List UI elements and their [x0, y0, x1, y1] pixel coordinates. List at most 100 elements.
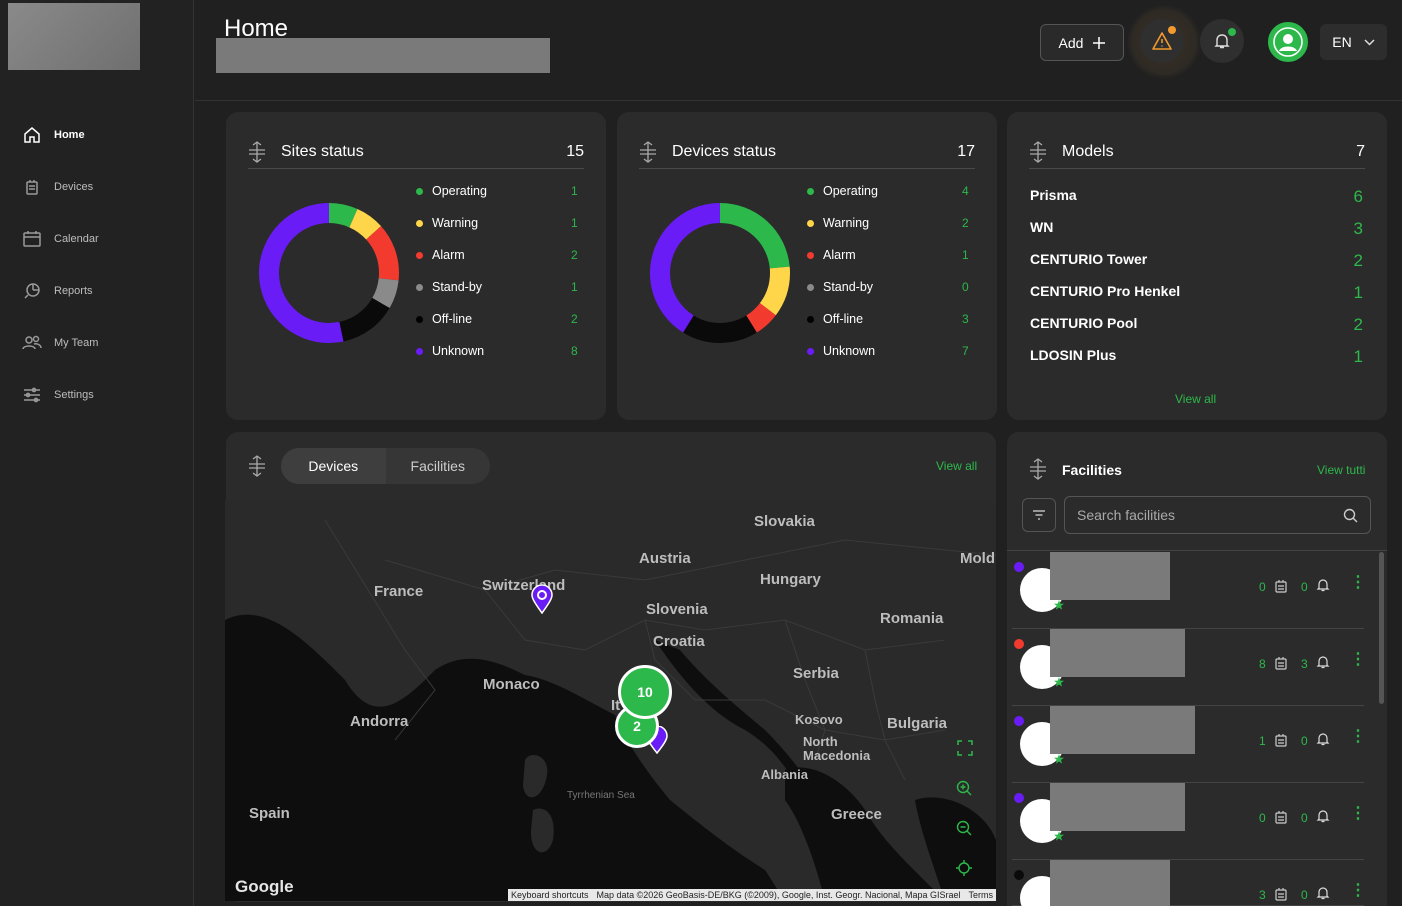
- bell-icon: [1316, 733, 1330, 746]
- map-land: [225, 500, 996, 901]
- sidebar-item-my-team[interactable]: My Team: [22, 330, 98, 356]
- device-icon: [1275, 888, 1287, 901]
- facility-row[interactable]: 1 0 ⋮: [1012, 706, 1366, 783]
- legend-value: 0: [962, 280, 969, 294]
- warning-button[interactable]: [1140, 19, 1184, 63]
- model-row[interactable]: CENTURIO Pool 2: [1030, 315, 1363, 335]
- legend-item-unknown[interactable]: Unknown 7: [807, 344, 969, 358]
- legend-item-unknown[interactable]: Unknown 8: [416, 344, 578, 358]
- star-icon[interactable]: [1054, 831, 1064, 841]
- legend-item-operating[interactable]: Operating 1: [416, 184, 578, 198]
- donut-slice-unknown[interactable]: [650, 203, 790, 343]
- sidebar-item-calendar[interactable]: Calendar: [22, 226, 99, 252]
- map-pin-icon[interactable]: [530, 584, 554, 614]
- legend-item-warning[interactable]: Warning 1: [416, 216, 578, 230]
- search-icon[interactable]: [1343, 508, 1358, 523]
- warning-icon: [1152, 32, 1172, 50]
- sidebar-item-reports[interactable]: Reports: [22, 278, 93, 304]
- device-icon: [1275, 580, 1287, 593]
- more-options-icon[interactable]: ⋮: [1350, 728, 1366, 745]
- search-input[interactable]: Search facilities: [1064, 496, 1371, 534]
- map-view[interactable]: Slovakia Austria Hungary Mold France Swi…: [225, 500, 996, 901]
- more-options-icon[interactable]: ⋮: [1350, 574, 1366, 591]
- model-row[interactable]: CENTURIO Tower 2: [1030, 251, 1363, 271]
- tab-devices[interactable]: Devices: [281, 448, 386, 484]
- donut-slice-offline[interactable]: [650, 203, 790, 343]
- facility-row[interactable]: 8 3 ⋮: [1012, 629, 1366, 706]
- company-logo[interactable]: [8, 3, 140, 70]
- zoom-out-icon[interactable]: [956, 820, 972, 836]
- legend-value: 4: [962, 184, 969, 198]
- facility-row[interactable]: 0 0 ⋮: [1012, 552, 1366, 629]
- legend-item-offline[interactable]: Off-line 2: [416, 312, 578, 326]
- more-options-icon[interactable]: ⋮: [1350, 805, 1366, 822]
- drag-handle-icon[interactable]: [248, 141, 266, 163]
- scrollbar[interactable]: [1379, 552, 1384, 704]
- legend-item-operating[interactable]: Operating 4: [807, 184, 969, 198]
- map-view-all-link[interactable]: View all: [936, 459, 978, 473]
- facilities-view-all-link[interactable]: View tutti: [1317, 463, 1366, 477]
- map-label: It: [611, 697, 621, 714]
- language-select[interactable]: EN: [1320, 24, 1387, 60]
- legend-item-offline[interactable]: Off-line 3: [807, 312, 969, 326]
- model-count: 2: [1353, 251, 1363, 270]
- avatar[interactable]: [1268, 22, 1308, 62]
- add-button[interactable]: Add: [1040, 24, 1124, 61]
- filter-button[interactable]: [1022, 498, 1056, 532]
- more-options-icon[interactable]: ⋮: [1350, 882, 1366, 899]
- tab-facilities[interactable]: Facilities: [410, 458, 465, 474]
- sidebar-item-home[interactable]: Home: [22, 122, 85, 148]
- legend-value: 2: [962, 216, 969, 230]
- sidebar-item-devices[interactable]: Devices: [22, 174, 93, 200]
- drag-handle-icon[interactable]: [1029, 141, 1047, 163]
- donut-slice-alarm[interactable]: [259, 203, 399, 343]
- map-label: Tyrrhenian Sea: [567, 790, 635, 801]
- legend-item-alarm[interactable]: Alarm 2: [416, 248, 578, 262]
- device-icon: [1275, 811, 1287, 824]
- legend-label: Alarm: [823, 248, 856, 262]
- legend-item-warning[interactable]: Warning 2: [807, 216, 969, 230]
- sidebar-item-label: My Team: [54, 337, 99, 349]
- locate-icon[interactable]: [956, 860, 972, 876]
- legend-dot: [807, 315, 814, 323]
- star-icon[interactable]: [1054, 677, 1064, 687]
- drag-handle-icon[interactable]: [1029, 458, 1047, 480]
- facility-device-count: 0: [1259, 580, 1266, 594]
- map-label: Albania: [761, 767, 808, 782]
- model-row[interactable]: WN 3: [1030, 219, 1363, 239]
- legend-item-standby[interactable]: Stand-by 0: [807, 280, 969, 294]
- google-logo: Google: [235, 877, 294, 896]
- model-row[interactable]: Prisma 6: [1030, 187, 1363, 207]
- donut-slice-unknown[interactable]: [259, 203, 399, 343]
- notifications-button[interactable]: [1200, 19, 1244, 63]
- fullscreen-icon[interactable]: [957, 740, 973, 756]
- redacted-facility-name: [1050, 629, 1185, 677]
- more-options-icon[interactable]: ⋮: [1350, 651, 1366, 668]
- donut-slice-warning[interactable]: [650, 203, 790, 343]
- map-label: Monaco: [483, 676, 540, 693]
- sidebar-item-settings[interactable]: Settings: [22, 382, 94, 408]
- drag-handle-icon[interactable]: [639, 141, 657, 163]
- keyboard-shortcuts-link[interactable]: Keyboard shortcuts: [511, 890, 589, 900]
- star-icon[interactable]: [1054, 600, 1064, 610]
- facility-row[interactable]: 3 0 ⋮: [1012, 860, 1366, 906]
- bell-icon: [1316, 656, 1330, 669]
- star-icon[interactable]: [1054, 754, 1064, 764]
- drag-handle-icon[interactable]: [248, 455, 266, 477]
- card-title: Models: [1062, 143, 1114, 160]
- map-label: North Macedonia: [803, 734, 871, 763]
- card-header: Models 7: [1029, 136, 1365, 169]
- facility-device-count: 0: [1259, 811, 1266, 825]
- zoom-in-icon[interactable]: [956, 780, 972, 796]
- divider: [1007, 550, 1387, 551]
- models-view-all-link[interactable]: View all: [1175, 392, 1217, 406]
- model-row[interactable]: CENTURIO Pro Henkel 1: [1030, 283, 1363, 303]
- facility-device-count: 3: [1259, 888, 1266, 902]
- legend-item-alarm[interactable]: Alarm 1: [807, 248, 969, 262]
- map-cluster[interactable]: 10: [618, 665, 672, 719]
- facility-row[interactable]: 0 0 ⋮: [1012, 783, 1366, 860]
- legend-item-standby[interactable]: Stand-by 1: [416, 280, 578, 294]
- terms-link[interactable]: Terms: [968, 890, 994, 900]
- model-count: 1: [1353, 283, 1363, 302]
- model-row[interactable]: LDOSIN Plus 1: [1030, 347, 1363, 367]
